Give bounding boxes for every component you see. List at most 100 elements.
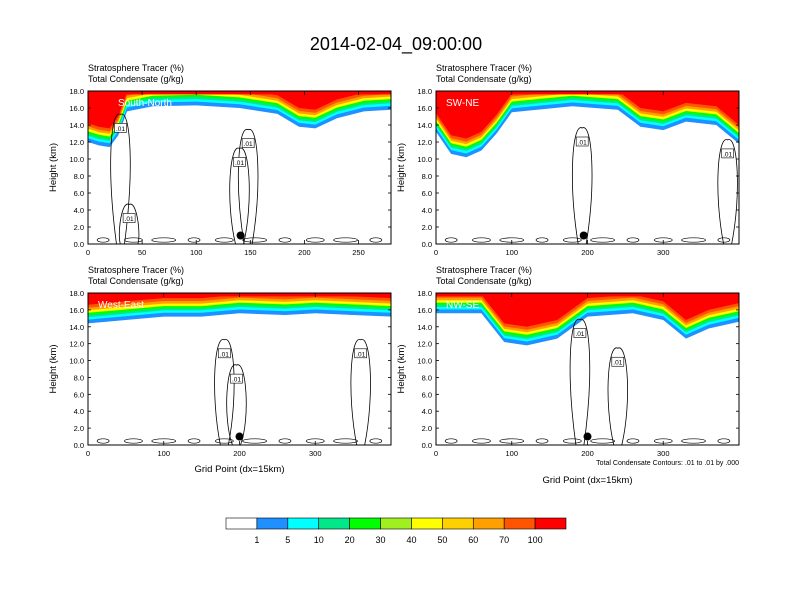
contour-label: .01 — [356, 351, 365, 358]
x-tick-label: 0 — [434, 248, 438, 257]
colorbar-swatch — [442, 517, 474, 530]
low-level-contour — [278, 237, 292, 243]
contour-label: .01 — [578, 140, 587, 147]
condensate-contour-0 — [572, 127, 593, 244]
low-level-contour — [562, 438, 582, 444]
low-level-contour — [562, 237, 582, 243]
panel-header-condensate: Total Condensate (g/kg) — [88, 276, 184, 286]
x-tick-label: 300 — [657, 248, 670, 257]
y-tick-label: 18.0 — [417, 87, 432, 96]
low-level-contour — [305, 237, 325, 243]
x-tick-label: 0 — [434, 449, 438, 458]
x-tick-label: 0 — [86, 449, 90, 458]
colorbar-swatch — [256, 517, 289, 530]
x-tick-label: 50 — [138, 248, 146, 257]
panel-header-tracer: Stratosphere Tracer (%) — [436, 265, 532, 275]
panel-west-east: Stratosphere Tracer (%)Total Condensate … — [48, 265, 392, 475]
condensate-contour-2 — [350, 339, 371, 445]
y-tick-label: 4.0 — [74, 407, 84, 416]
contour-label-box — [233, 157, 246, 167]
low-level-contour — [535, 438, 549, 444]
contour-label: .01 — [116, 126, 125, 133]
contour-label: .01 — [125, 216, 134, 223]
colorbar-label: 30 — [376, 535, 386, 545]
panel-header-condensate: Total Condensate (g/kg) — [436, 74, 532, 84]
y-tick-label: 14.0 — [417, 121, 432, 130]
condensate-contour-1 — [226, 364, 247, 445]
panel-name-label: West-East — [98, 300, 144, 311]
y-tick-label: 12.0 — [69, 340, 84, 349]
contour-note: Total Condensate Contours: .01 to .01 by… — [596, 460, 739, 467]
low-level-contour — [151, 237, 177, 243]
contour-label-box — [721, 148, 734, 159]
colorbar-swatch — [472, 517, 505, 530]
condensate-contour-0 — [569, 318, 591, 445]
y-tick-label: 16.0 — [417, 306, 432, 315]
contour-label-box — [241, 138, 255, 148]
panel-header-condensate: Total Condensate (g/kg) — [88, 74, 184, 84]
y-tick-label: 14.0 — [69, 121, 84, 130]
colorbar: 1 5 10 20 30 40 50 60 70 100 — [225, 517, 567, 545]
panel-south-north: Stratosphere Tracer (%)Total Condensate … — [48, 63, 392, 257]
low-level-contour — [187, 237, 201, 243]
low-level-contour — [369, 237, 383, 243]
x-axis-label: Grid Point (dx=15km) — [542, 475, 632, 486]
panel-name-label: NW-SE — [446, 300, 479, 311]
y-tick-label: 16.0 — [69, 306, 84, 315]
y-axis-label: Height (km) — [396, 143, 407, 192]
y-tick-label: 2.0 — [422, 424, 432, 433]
low-level-contour — [333, 438, 358, 444]
panel-header-tracer: Stratosphere Tracer (%) — [88, 63, 184, 73]
low-level-contour — [717, 237, 731, 243]
condensate-contour-2 — [229, 147, 250, 244]
y-tick-label: 6.0 — [422, 390, 432, 399]
low-level-contour — [717, 438, 731, 444]
y-tick-label: 10.0 — [417, 357, 432, 366]
low-level-contour — [215, 438, 234, 444]
y-axis-label: Height (km) — [48, 344, 59, 393]
contour-label: .01 — [235, 160, 244, 167]
low-level-contour — [369, 438, 383, 444]
x-tick-label: 300 — [309, 449, 322, 458]
x-tick-label: 200 — [581, 248, 594, 257]
low-level-contour — [215, 237, 234, 243]
contour-label-box — [575, 136, 589, 147]
condensate-contour-1 — [607, 347, 628, 445]
condensate-contour-0 — [110, 113, 131, 244]
colorbar-label: 60 — [468, 535, 478, 545]
low-level-contour — [444, 438, 458, 444]
y-axis-label: Height (km) — [396, 344, 407, 393]
contour-label: .01 — [723, 151, 732, 158]
y-tick-label: 12.0 — [69, 138, 84, 147]
panel-header-tracer: Stratosphere Tracer (%) — [436, 63, 532, 73]
y-tick-label: 8.0 — [422, 172, 432, 181]
colorbar-swatch — [349, 517, 381, 530]
tracer-band-10 — [436, 293, 739, 327]
y-tick-label: 10.0 — [417, 155, 432, 164]
x-tick-label: 0 — [86, 248, 90, 257]
colorbar-label: 40 — [406, 535, 416, 545]
low-level-contour — [333, 237, 358, 243]
y-tick-label: 18.0 — [69, 87, 84, 96]
contour-label-box — [114, 123, 127, 133]
colorbar-label: 100 — [528, 535, 543, 545]
colorbar-swatch — [380, 517, 412, 530]
colorbar-label: 50 — [437, 535, 447, 545]
x-tick-label: 100 — [505, 449, 518, 458]
location-marker — [579, 231, 588, 240]
x-tick-label: 200 — [581, 449, 594, 458]
x-tick-label: 100 — [505, 248, 518, 257]
contour-label-box — [218, 348, 231, 359]
low-level-contour — [681, 438, 706, 444]
y-tick-label: 10.0 — [69, 155, 84, 164]
panel-sw-ne: Stratosphere Tracer (%)Total Condensate … — [396, 63, 740, 257]
location-marker — [583, 432, 592, 441]
condensate-contour-1 — [717, 139, 738, 244]
low-level-contour — [96, 237, 110, 243]
y-tick-label: 6.0 — [74, 390, 84, 399]
panel-header-tracer: Stratosphere Tracer (%) — [88, 265, 184, 275]
y-tick-label: 2.0 — [422, 223, 432, 232]
y-tick-label: 14.0 — [69, 323, 84, 332]
y-tick-label: 16.0 — [417, 104, 432, 113]
y-tick-label: 8.0 — [422, 373, 432, 382]
